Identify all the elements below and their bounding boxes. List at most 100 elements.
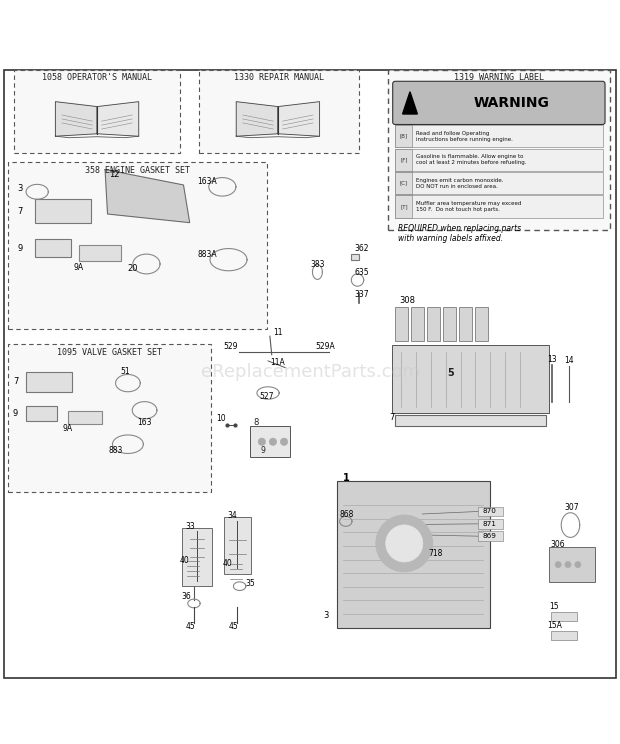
Bar — [395, 414, 546, 426]
Text: 11A: 11A — [270, 358, 285, 367]
Text: 529A: 529A — [315, 341, 335, 350]
Text: WARNING: WARNING — [474, 96, 549, 110]
Text: 883A: 883A — [198, 250, 217, 259]
Text: REQUIRED when replacing parts
with warning labels affixed.: REQUIRED when replacing parts with warni… — [398, 224, 521, 243]
Text: 527: 527 — [259, 392, 274, 401]
Text: 10: 10 — [216, 414, 226, 423]
Text: 870: 870 — [483, 508, 497, 515]
Text: 13: 13 — [547, 355, 557, 364]
Text: 15A: 15A — [547, 621, 562, 630]
Text: 9A: 9A — [74, 263, 84, 272]
FancyBboxPatch shape — [182, 528, 212, 586]
FancyBboxPatch shape — [392, 81, 605, 124]
Text: 163: 163 — [138, 418, 152, 427]
Bar — [35, 239, 71, 257]
FancyBboxPatch shape — [7, 162, 267, 329]
Text: [T]: [T] — [400, 204, 407, 209]
Bar — [551, 631, 577, 641]
Bar — [395, 149, 603, 171]
Text: 9A: 9A — [63, 424, 73, 433]
Polygon shape — [278, 102, 319, 136]
Polygon shape — [55, 102, 97, 136]
Text: 51: 51 — [120, 368, 130, 376]
Text: 869: 869 — [483, 533, 497, 539]
Text: 40: 40 — [179, 557, 189, 565]
Text: 9: 9 — [260, 446, 265, 455]
Bar — [395, 125, 412, 147]
Bar — [478, 531, 503, 541]
FancyBboxPatch shape — [224, 517, 250, 574]
Polygon shape — [402, 92, 417, 114]
Text: 307: 307 — [564, 503, 579, 513]
Text: 33: 33 — [185, 522, 195, 530]
Text: 45: 45 — [185, 622, 195, 631]
Bar — [551, 612, 577, 621]
Bar — [68, 411, 102, 425]
FancyBboxPatch shape — [199, 69, 360, 153]
Text: 15: 15 — [549, 602, 559, 611]
Bar — [459, 307, 472, 341]
FancyBboxPatch shape — [337, 481, 490, 628]
Text: 14: 14 — [564, 356, 574, 365]
Text: 7: 7 — [17, 207, 22, 216]
Bar — [35, 199, 91, 222]
Text: [F]: [F] — [400, 157, 407, 162]
FancyBboxPatch shape — [249, 426, 290, 457]
Bar — [26, 406, 57, 421]
FancyBboxPatch shape — [388, 69, 610, 230]
Text: 868: 868 — [340, 510, 354, 519]
Circle shape — [565, 562, 571, 568]
Bar — [478, 519, 503, 529]
Bar — [395, 149, 412, 171]
Text: 883: 883 — [108, 446, 123, 455]
FancyBboxPatch shape — [549, 547, 595, 583]
Bar — [395, 172, 603, 194]
Text: 358 ENGINE GASKET SET: 358 ENGINE GASKET SET — [85, 166, 190, 175]
Circle shape — [269, 438, 277, 446]
Text: 20: 20 — [127, 264, 138, 273]
Text: Gasoline is flammable. Allow engine to
cool at least 2 minutes before refueling.: Gasoline is flammable. Allow engine to c… — [415, 154, 526, 165]
Text: 35: 35 — [246, 579, 255, 589]
Text: 7: 7 — [13, 376, 18, 385]
FancyBboxPatch shape — [7, 344, 211, 493]
Bar — [26, 372, 73, 392]
Circle shape — [280, 438, 288, 446]
Polygon shape — [236, 102, 278, 136]
Text: 34: 34 — [228, 510, 237, 519]
Bar — [411, 307, 424, 341]
Text: 337: 337 — [355, 289, 369, 298]
Text: 36: 36 — [181, 591, 191, 600]
Circle shape — [258, 438, 265, 446]
Text: 1: 1 — [343, 473, 350, 484]
Text: 308: 308 — [399, 296, 415, 305]
Text: 9: 9 — [17, 244, 22, 253]
Bar — [427, 307, 440, 341]
Text: 9: 9 — [13, 409, 18, 418]
Text: 383: 383 — [310, 260, 324, 269]
Bar — [395, 196, 412, 218]
Bar — [476, 307, 489, 341]
Bar — [478, 507, 503, 516]
Bar — [395, 196, 603, 218]
Text: 45: 45 — [229, 622, 238, 631]
Bar — [443, 307, 456, 341]
Text: 1330 REPAIR MANUAL: 1330 REPAIR MANUAL — [234, 73, 324, 83]
Text: [B]: [B] — [400, 134, 408, 138]
Text: 871: 871 — [483, 521, 497, 527]
Text: 5: 5 — [447, 368, 454, 378]
Text: Read and follow Operating
instructions before running engine.: Read and follow Operating instructions b… — [415, 131, 512, 141]
FancyBboxPatch shape — [392, 345, 549, 414]
Text: 529: 529 — [224, 341, 238, 350]
Bar — [351, 254, 359, 260]
Text: 7: 7 — [389, 413, 394, 422]
Text: 1095 VALVE GASKET SET: 1095 VALVE GASKET SET — [57, 348, 162, 357]
Text: 40: 40 — [223, 559, 232, 568]
Text: 1058 OPERATOR'S MANUAL: 1058 OPERATOR'S MANUAL — [42, 73, 152, 83]
Text: 362: 362 — [355, 244, 369, 253]
Text: 306: 306 — [551, 540, 565, 549]
Circle shape — [376, 515, 433, 572]
Circle shape — [575, 562, 581, 568]
Text: eReplacementParts.com: eReplacementParts.com — [200, 363, 420, 381]
Text: 635: 635 — [355, 268, 369, 277]
Text: 718: 718 — [428, 549, 443, 558]
